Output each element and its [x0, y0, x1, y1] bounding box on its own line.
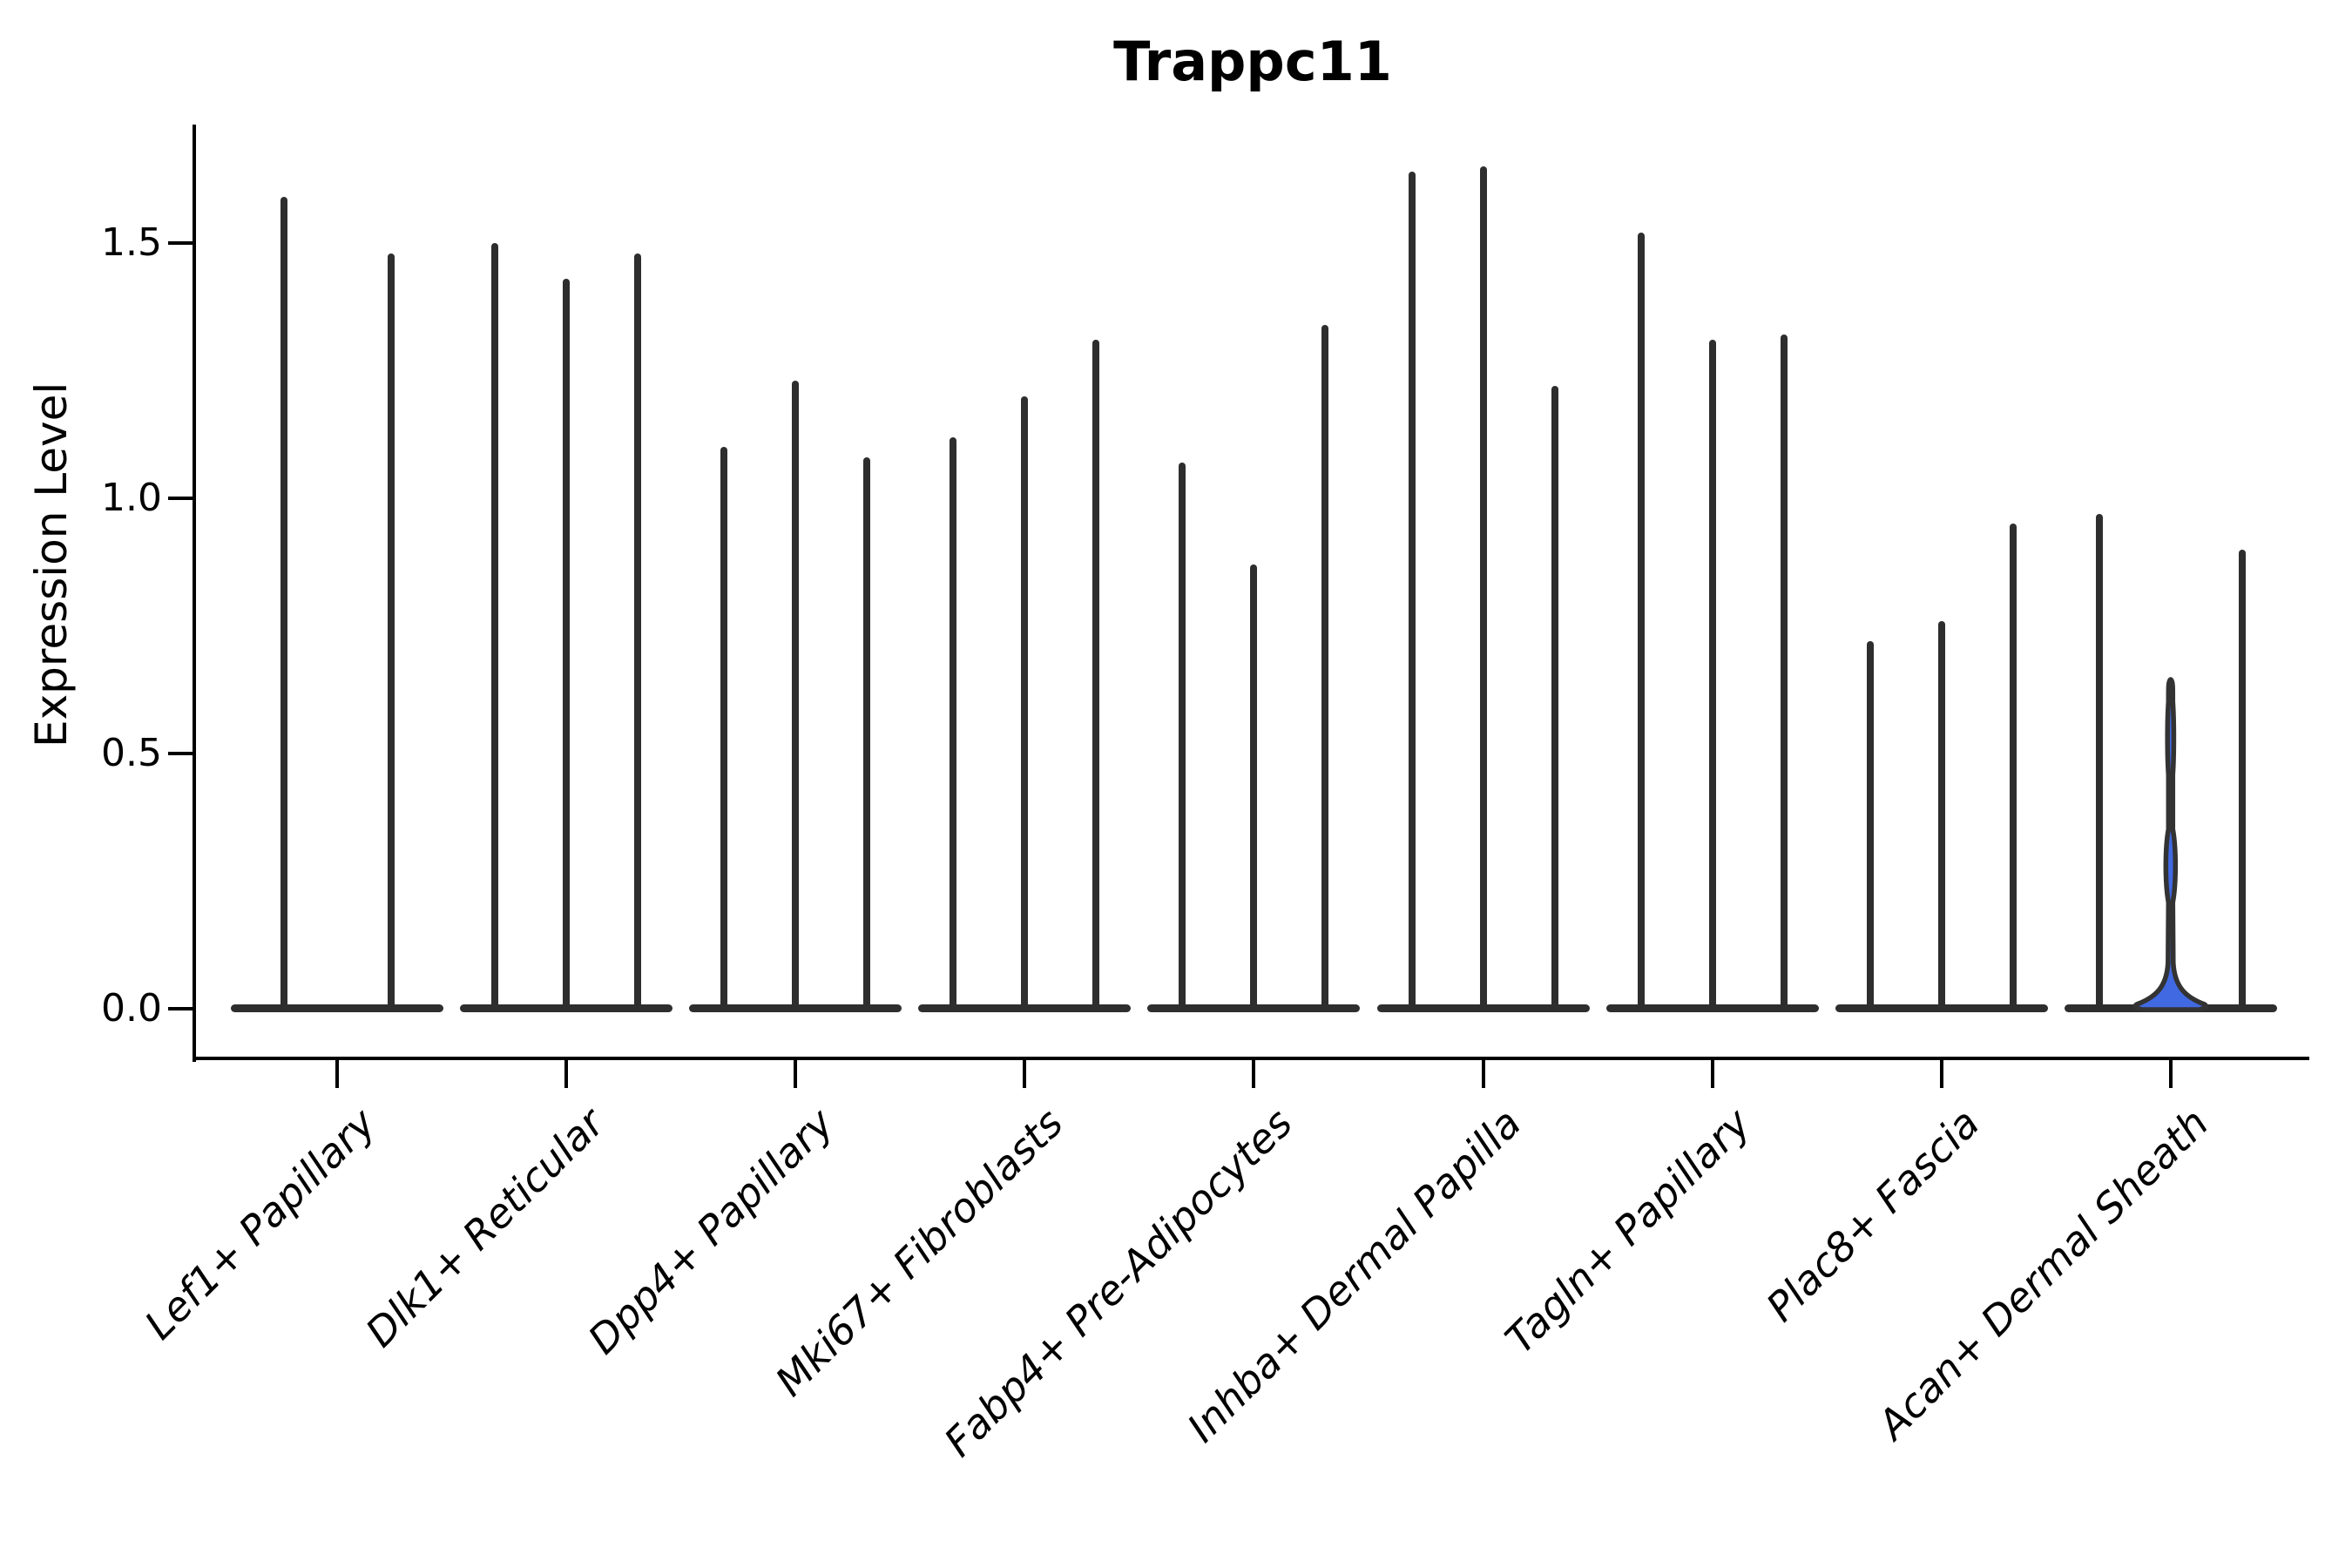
- violin-spike: [634, 253, 642, 1011]
- violin-spike: [491, 243, 499, 1011]
- x-tick: [2168, 1058, 2173, 1088]
- violin-spike: [563, 279, 571, 1011]
- violin-spike: [1937, 620, 1945, 1011]
- violin-spike: [280, 197, 287, 1011]
- y-tick: [168, 241, 193, 245]
- violin-spike: [1021, 395, 1029, 1011]
- chart-title: Trappc11: [1113, 30, 1392, 93]
- y-axis-label: Expression Level: [26, 382, 77, 747]
- x-axis-spine: [193, 1057, 2309, 1060]
- violin-spike: [1780, 335, 1788, 1011]
- y-tick: [168, 497, 193, 500]
- violin-spike: [863, 457, 871, 1011]
- violin-spike: [2238, 549, 2246, 1011]
- y-axis-spine: [193, 125, 196, 1062]
- x-tick: [794, 1058, 798, 1088]
- x-tick: [1023, 1058, 1027, 1088]
- y-tick-label: 1.0: [101, 476, 162, 520]
- y-tick: [168, 1007, 193, 1010]
- violin-spike: [1321, 324, 1329, 1011]
- x-tick-label: Dpp4+ Papillary: [578, 1099, 843, 1363]
- violin-spike: [1479, 166, 1487, 1011]
- violin-spike: [2009, 524, 2017, 1011]
- violin-spike: [950, 436, 957, 1011]
- violin-spike: [1551, 386, 1558, 1011]
- violin-spike: [1708, 340, 1716, 1011]
- x-tick: [1939, 1058, 1943, 1088]
- x-tick: [1710, 1058, 1714, 1088]
- x-tick: [335, 1058, 339, 1088]
- x-tick-label: Lef1+ Papillary: [135, 1099, 385, 1348]
- violin-spike: [2095, 513, 2103, 1011]
- violin-spike: [387, 253, 395, 1011]
- x-tick: [1481, 1058, 1485, 1088]
- x-tick-label: Plac8+ Fascia: [1757, 1099, 1989, 1331]
- violin-spike: [1866, 641, 1874, 1011]
- x-tick-label: Dlk1+ Reticular: [356, 1099, 614, 1356]
- violin-spike: [792, 381, 800, 1011]
- violin-spike: [1408, 171, 1416, 1011]
- y-tick-label: 0.0: [101, 986, 162, 1031]
- violin-spike: [1250, 564, 1258, 1011]
- y-tick-label: 0.5: [101, 731, 162, 775]
- x-tick-label: Tagln+ Papillary: [1496, 1099, 1760, 1363]
- violin-highlight: [2132, 677, 2209, 1012]
- x-tick: [564, 1058, 569, 1088]
- violin-baseline: [231, 1004, 443, 1012]
- y-tick-label: 1.5: [101, 220, 162, 265]
- violin-spike: [1179, 462, 1186, 1011]
- y-tick: [168, 752, 193, 755]
- violin-spike: [1637, 233, 1645, 1011]
- violin-spike: [720, 447, 728, 1011]
- violin-spike: [1092, 340, 1100, 1011]
- x-tick: [1252, 1058, 1256, 1088]
